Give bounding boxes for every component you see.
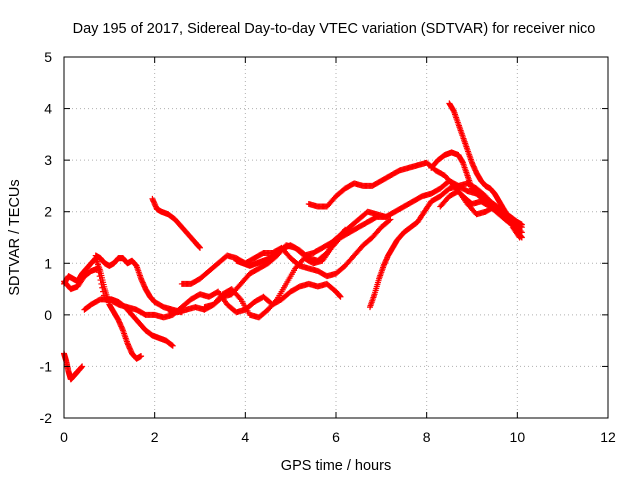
data-point (197, 244, 203, 251)
data-series (61, 100, 525, 383)
data-point (100, 288, 107, 295)
series-arc-f (149, 195, 203, 251)
data-point (386, 217, 393, 224)
data-point (168, 342, 175, 349)
data-point (95, 269, 102, 276)
data-point (169, 342, 176, 349)
series-arc-a (61, 350, 86, 383)
data-point (340, 228, 347, 235)
x-tick-label: 0 (60, 429, 68, 445)
data-point (387, 216, 394, 223)
data-point (517, 223, 524, 230)
series-arc-k (305, 159, 521, 228)
y-tick-label: 0 (44, 307, 52, 323)
y-tick-label: 5 (44, 49, 52, 65)
x-tick-label: 10 (510, 429, 526, 445)
data-point (99, 284, 106, 291)
chart-title: Day 195 of 2017, Sidereal Day-to-day VTE… (73, 21, 596, 37)
data-point (236, 295, 243, 302)
y-axis-label: SDTVAR / TECUs (7, 179, 23, 295)
series-arc-o (437, 188, 525, 231)
y-tick-label: 2 (44, 204, 52, 220)
data-point (272, 297, 279, 304)
data-point (98, 280, 105, 287)
x-tick-label: 12 (600, 429, 616, 445)
y-tick-label: -1 (40, 358, 53, 374)
series-arc-d (81, 280, 344, 321)
data-point (518, 234, 525, 241)
y-tick-label: 4 (44, 101, 52, 117)
data-point (96, 273, 103, 280)
x-tick-label: 2 (151, 429, 159, 445)
y-tick-label: -2 (40, 410, 53, 426)
data-point (97, 277, 104, 284)
data-point (337, 293, 344, 300)
x-tick-label: 4 (241, 429, 249, 445)
series-arc-e (92, 252, 185, 316)
data-point (95, 265, 101, 272)
x-tick-label: 6 (332, 429, 340, 445)
x-axis-label: GPS time / hours (281, 458, 391, 474)
data-point (79, 363, 86, 370)
data-point (342, 226, 349, 233)
y-tick-label: 1 (44, 255, 52, 271)
series-arc-j (233, 226, 349, 269)
data-point (138, 353, 145, 360)
y-tick-label: 3 (44, 152, 52, 168)
data-point (518, 224, 525, 231)
x-tick-label: 8 (423, 429, 431, 445)
